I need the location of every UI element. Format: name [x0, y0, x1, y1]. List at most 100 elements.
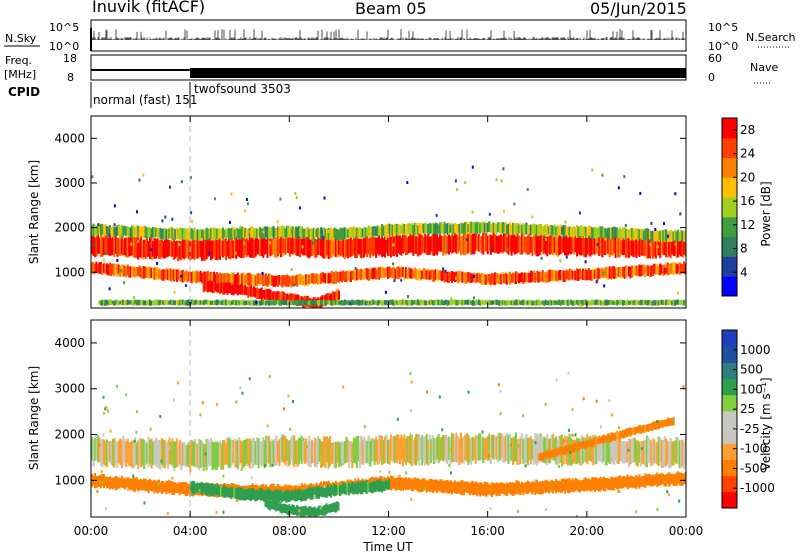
freq-band-twofsound	[190, 68, 686, 78]
heatmap-cell	[680, 299, 683, 305]
heatmap-cell	[333, 300, 336, 306]
heatmap-cell	[666, 440, 669, 464]
heatmap-cell	[601, 236, 604, 258]
heatmap-cell	[254, 275, 257, 286]
heatmap-cell	[360, 300, 363, 305]
heatmap-cell	[439, 270, 442, 280]
heatmap-cell	[397, 300, 400, 306]
heatmap-cell	[534, 300, 537, 306]
heatmap-cell	[329, 294, 332, 303]
heatmap-cell	[598, 226, 601, 238]
heatmap-cell	[178, 482, 181, 496]
heatmap-cell	[327, 438, 330, 469]
heatmap-cell	[351, 227, 354, 238]
heatmap-cell	[525, 300, 528, 306]
heatmap-speck	[441, 428, 444, 432]
heatmap-cell	[410, 222, 413, 236]
heatmap-cell	[663, 229, 666, 243]
heatmap-cell	[153, 440, 156, 465]
heatmap-cell	[486, 223, 489, 233]
heatmap-cell	[378, 226, 381, 236]
heatmap-cell	[587, 440, 590, 447]
heatmap-cell	[316, 486, 319, 499]
heatmap-cell	[540, 434, 543, 463]
heatmap-cell	[113, 300, 116, 306]
heatmap-cell	[599, 234, 602, 255]
heatmap-cell	[394, 478, 397, 491]
heatmap-speck	[120, 269, 123, 273]
heatmap-cell	[108, 440, 111, 463]
heatmap-cell	[343, 227, 346, 239]
heatmap-speck	[268, 375, 271, 378]
heatmap-cell	[369, 226, 372, 238]
heatmap-cell	[534, 480, 537, 495]
heatmap-cell	[348, 269, 351, 282]
heatmap-cell	[625, 265, 628, 278]
heatmap-cell	[404, 300, 407, 305]
heatmap-cell	[232, 272, 235, 285]
heatmap-cell	[556, 300, 559, 305]
heatmap-cell	[169, 226, 172, 238]
heatmap-cell	[99, 223, 102, 237]
heatmap-cell	[675, 231, 678, 241]
heatmap-speck	[178, 243, 181, 247]
heatmap-cell	[190, 228, 193, 240]
heatmap-cell	[110, 238, 113, 256]
heatmap-cell	[102, 237, 105, 255]
heatmap-cell	[543, 272, 546, 282]
nsky-label: N.Sky	[5, 32, 37, 45]
heatmap-cell	[350, 481, 353, 494]
heatmap-cell	[526, 300, 529, 305]
heatmap-cell	[317, 227, 320, 240]
heatmap-speck	[664, 262, 667, 266]
heatmap-cell	[559, 300, 562, 306]
heatmap-cell	[198, 237, 201, 257]
heatmap-cell	[168, 268, 171, 281]
heatmap-cell	[625, 234, 628, 258]
heatmap-cell	[390, 434, 393, 461]
heatmap-cell	[132, 235, 135, 258]
heatmap-cell	[382, 439, 385, 464]
heatmap-cell	[486, 273, 489, 284]
heatmap-cell	[483, 438, 486, 460]
heatmap-cell	[388, 266, 391, 278]
heatmap-cell	[611, 432, 614, 441]
heatmap-cell	[303, 274, 306, 287]
heatmap-cell	[427, 480, 430, 491]
heatmap-cell	[186, 229, 189, 240]
heatmap-cell	[462, 222, 465, 234]
heatmap-speck	[595, 280, 598, 284]
heatmap-cell	[352, 226, 355, 239]
heatmap-cell	[516, 299, 519, 306]
heatmap-cell	[491, 434, 494, 458]
heatmap-cell	[205, 438, 208, 471]
heatmap-cell	[204, 238, 207, 261]
heatmap-cell	[672, 231, 675, 242]
heatmap-cell	[654, 231, 657, 242]
heatmap-cell	[520, 272, 523, 283]
heatmap-cell	[456, 481, 459, 494]
heatmap-cell	[217, 238, 220, 260]
heatmap-cell	[445, 271, 448, 282]
heatmap-cell	[537, 232, 540, 257]
y-tick-label: 3000	[54, 176, 85, 190]
heatmap-cell	[489, 234, 492, 255]
heatmap-cell	[101, 299, 104, 306]
heatmap-cell	[221, 299, 224, 306]
heatmap-cell	[458, 299, 461, 305]
heatmap-cell	[571, 270, 574, 280]
heatmap-cell	[178, 299, 181, 306]
heatmap-cell	[683, 236, 686, 255]
heatmap-speck	[159, 415, 162, 418]
heatmap-cell	[648, 423, 651, 431]
heatmap-cell	[504, 483, 507, 496]
heatmap-cell	[229, 282, 232, 294]
heatmap-cell	[99, 440, 102, 466]
heatmap-cell	[562, 478, 565, 491]
heatmap-cell	[604, 228, 607, 237]
heatmap-cell	[418, 434, 421, 466]
heatmap-cell	[552, 449, 555, 457]
heatmap-cell	[581, 227, 584, 236]
heatmap-cell	[419, 480, 422, 493]
heatmap-cell	[128, 478, 131, 490]
